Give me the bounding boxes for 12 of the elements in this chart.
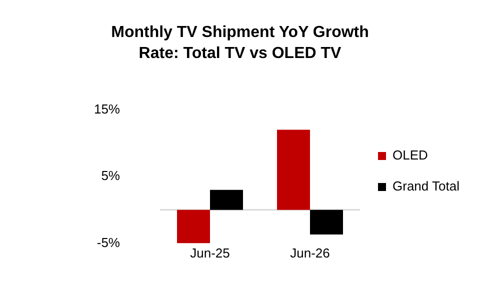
x-tick-label: Jun-25 xyxy=(190,246,230,261)
legend-label: Grand Total xyxy=(392,178,460,194)
x-tick-label: Jun-26 xyxy=(290,246,330,261)
bar xyxy=(310,210,343,235)
y-tick-label: -5% xyxy=(96,234,120,250)
y-tick-label: 5% xyxy=(101,168,120,184)
chart-title: Monthly TV Shipment YoY Growth Rate: Total TV vs OLED TV xyxy=(110,23,370,62)
y-tick-label: 15% xyxy=(94,101,120,116)
bar xyxy=(277,130,310,210)
legend-label: OLED xyxy=(392,148,428,163)
bar xyxy=(177,210,210,244)
bar xyxy=(210,190,243,210)
